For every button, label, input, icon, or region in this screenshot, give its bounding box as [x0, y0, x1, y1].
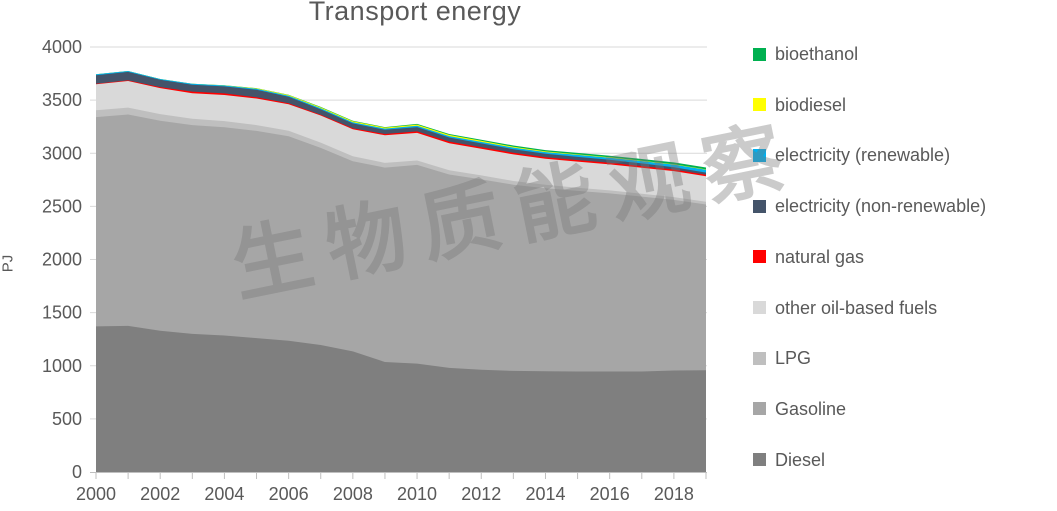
- legend-swatch: [753, 47, 766, 61]
- legend-item-diesel: Diesel: [753, 450, 825, 470]
- legend-item-gasoline: Gasoline: [753, 399, 846, 419]
- chart-title: Transport energy: [308, 0, 522, 26]
- x-tick-label: 2000: [76, 484, 116, 504]
- x-tick-label: 2012: [461, 484, 501, 504]
- legend-item-electricity-renewable-: electricity (renewable): [753, 145, 950, 165]
- y-tick-label: 500: [52, 409, 82, 429]
- legend-swatch: [753, 250, 766, 264]
- y-tick-label: 2500: [42, 196, 82, 216]
- y-tick-label: 1000: [42, 356, 82, 376]
- x-tick-label: 2006: [269, 484, 309, 504]
- legend-label: LPG: [775, 348, 812, 369]
- legend-label: electricity (renewable): [775, 145, 951, 166]
- area-diesel: [96, 325, 706, 472]
- y-tick-label: 3500: [42, 90, 82, 110]
- x-tick-label: 2010: [397, 484, 437, 504]
- legend-item-bioethanol: bioethanol: [753, 44, 858, 64]
- legend-swatch: [753, 148, 766, 162]
- legend-label: bioethanol: [775, 44, 859, 64]
- y-tick-label: 4000: [42, 37, 82, 57]
- x-tick-label: 2002: [140, 484, 180, 504]
- legend-swatch: [753, 402, 766, 416]
- y-tick-label: 3000: [42, 143, 82, 163]
- legend-swatch: [753, 199, 766, 213]
- legend-swatch: [753, 453, 766, 467]
- legend-label: Diesel: [775, 449, 826, 470]
- legend-swatch: [753, 98, 766, 112]
- legend-label: natural gas: [775, 246, 865, 267]
- legend-label: Gasoline: [775, 398, 847, 419]
- legend-swatch: [753, 301, 766, 314]
- x-tick-label: 2014: [525, 484, 565, 504]
- legend-label: electricity (non-renewable): [775, 196, 987, 217]
- y-tick-label: 2000: [42, 250, 82, 270]
- legend-label: biodiesel: [775, 94, 847, 115]
- legend-swatch: [753, 351, 766, 365]
- y-tick-label: 1500: [42, 303, 82, 323]
- legend-item-electricity-non-renewable-: electricity (non-renewable): [753, 196, 986, 216]
- y-tick-label: 0: [72, 462, 82, 482]
- x-tick-label: 2008: [333, 484, 373, 504]
- x-tick-label: 2004: [204, 484, 244, 504]
- legend-item-other-oil-based-fuels: other oil-based fuels: [753, 298, 937, 318]
- x-tick-label: 2016: [590, 484, 630, 504]
- legend-item-lpg: LPG: [753, 348, 811, 368]
- x-tick-label: 2018: [654, 484, 694, 504]
- legend-label: other oil-based fuels: [775, 297, 938, 318]
- legend-item-natural-gas: natural gas: [753, 247, 864, 267]
- legend-item-biodiesel: biodiesel: [753, 95, 846, 115]
